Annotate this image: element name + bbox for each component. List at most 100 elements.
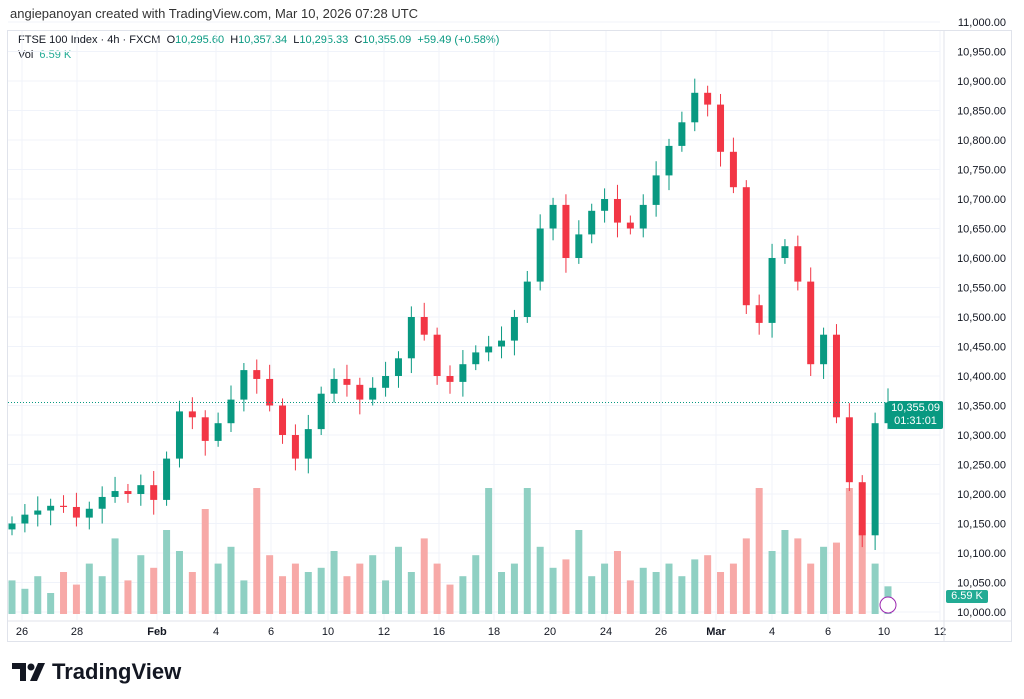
volume-bar: [575, 530, 583, 614]
volume-bar: [794, 538, 802, 614]
candle-body: [781, 246, 789, 258]
volume-bar: [240, 580, 248, 614]
volume-bar: [98, 576, 106, 614]
low-value: 10,295.33: [299, 34, 349, 46]
y-tick-label: 10,800.00: [957, 135, 1006, 147]
volume-bar: [472, 555, 480, 614]
volume-bar: [768, 551, 776, 614]
volume-bar: [201, 509, 209, 614]
candle-body: [691, 92, 699, 123]
volume-bar: [34, 576, 42, 614]
volume-bar: [858, 530, 866, 614]
candle-body: [150, 485, 158, 500]
y-tick-label: 10,900.00: [957, 76, 1006, 88]
candle-body: [510, 317, 518, 341]
volume-bar: [729, 563, 737, 614]
candle-body: [549, 204, 557, 229]
y-tick-label: 10,350.00: [957, 401, 1006, 413]
volume-bar: [356, 563, 364, 614]
candle-body: [304, 429, 312, 459]
y-tick-label: 10,450.00: [957, 342, 1006, 354]
candle-body: [717, 104, 725, 152]
candle-body: [343, 378, 351, 385]
candle-body: [446, 376, 454, 382]
low-label: L: [293, 34, 300, 46]
volume-bar: [459, 576, 467, 614]
volume-bar: [343, 576, 351, 614]
last-price: 10,355.09: [891, 401, 940, 414]
y-tick-label: 10,600.00: [957, 253, 1006, 265]
chart-frame[interactable]: [7, 30, 1012, 642]
volume-bar: [253, 488, 261, 614]
volume-bar: [613, 551, 621, 614]
candle-body: [639, 204, 647, 229]
candle-body: [369, 387, 377, 400]
volume-bar: [704, 555, 712, 614]
volume-bar: [8, 580, 16, 614]
volume-bar: [304, 572, 312, 614]
chart-credit: angiepanoyan created with TradingView.co…: [10, 6, 419, 21]
volume-bar: [266, 555, 274, 614]
volume-bar: [317, 567, 325, 614]
y-tick-label: 10,050.00: [957, 578, 1006, 590]
candle-body: [871, 423, 879, 536]
volume-bar: [214, 563, 222, 614]
x-tick-label: 18: [488, 626, 500, 638]
candle-body: [652, 175, 660, 205]
volume-bar: [626, 580, 634, 614]
open-label: O: [166, 34, 176, 46]
volume-bar: [845, 488, 853, 614]
symbol-label[interactable]: FTSE 100 Index · 4h · FXCM: [18, 34, 161, 46]
high-value: 10,357.34: [238, 34, 288, 46]
y-tick-label: 10,300.00: [957, 430, 1006, 442]
volume-bar: [163, 530, 171, 614]
volume-bar: [588, 576, 596, 614]
candle-body: [98, 496, 106, 509]
volume-bar: [639, 567, 647, 614]
candle-body: [536, 228, 544, 282]
x-tick-label: 24: [600, 626, 612, 638]
x-tick-label: 6: [825, 626, 831, 638]
y-tick-label: 10,150.00: [957, 519, 1006, 531]
candle-body: [755, 305, 763, 323]
candle-body: [34, 510, 42, 515]
candle-body: [858, 482, 866, 536]
volume-bar: [871, 563, 879, 614]
candle-body: [742, 187, 750, 306]
candle-body: [163, 458, 171, 500]
volume-bar: [330, 551, 338, 614]
y-tick-label: 10,850.00: [957, 106, 1006, 118]
volume-bar: [433, 563, 441, 614]
volume-bar: [510, 563, 518, 614]
candle-body: [498, 340, 506, 347]
volume-bar: [124, 580, 132, 614]
x-tick-label: 10: [878, 626, 890, 638]
tradingview-logo-icon: [12, 663, 45, 681]
volume-bar: [549, 567, 557, 614]
candle-body: [729, 151, 737, 188]
volume-bar: [742, 538, 750, 614]
ohlc-legend: FTSE 100 Index · 4h · FXCM O10,295.60 H1…: [18, 34, 499, 46]
y-tick-label: 10,000.00: [957, 607, 1006, 619]
candle-body: [137, 485, 145, 494]
candle-body: [330, 378, 338, 394]
volume-bar: [175, 551, 183, 614]
x-tick-label: 4: [213, 626, 219, 638]
volume-bar: [188, 572, 196, 614]
candle-body: [240, 370, 248, 400]
x-tick-label: 28: [71, 626, 83, 638]
lightning-icon: [879, 596, 897, 614]
volume-bar: [678, 576, 686, 614]
volume-bar: [485, 488, 493, 614]
logo-text: TradingView: [52, 659, 182, 684]
candle-body: [845, 417, 853, 483]
candle-body: [472, 352, 480, 365]
candle-body: [832, 334, 840, 418]
candle-body: [356, 384, 364, 400]
candle-body: [253, 370, 261, 379]
volume-bar: [60, 572, 68, 614]
x-tick-label: 20: [544, 626, 556, 638]
tradingview-logo[interactable]: TradingView: [12, 659, 181, 685]
candle-body: [588, 210, 596, 235]
